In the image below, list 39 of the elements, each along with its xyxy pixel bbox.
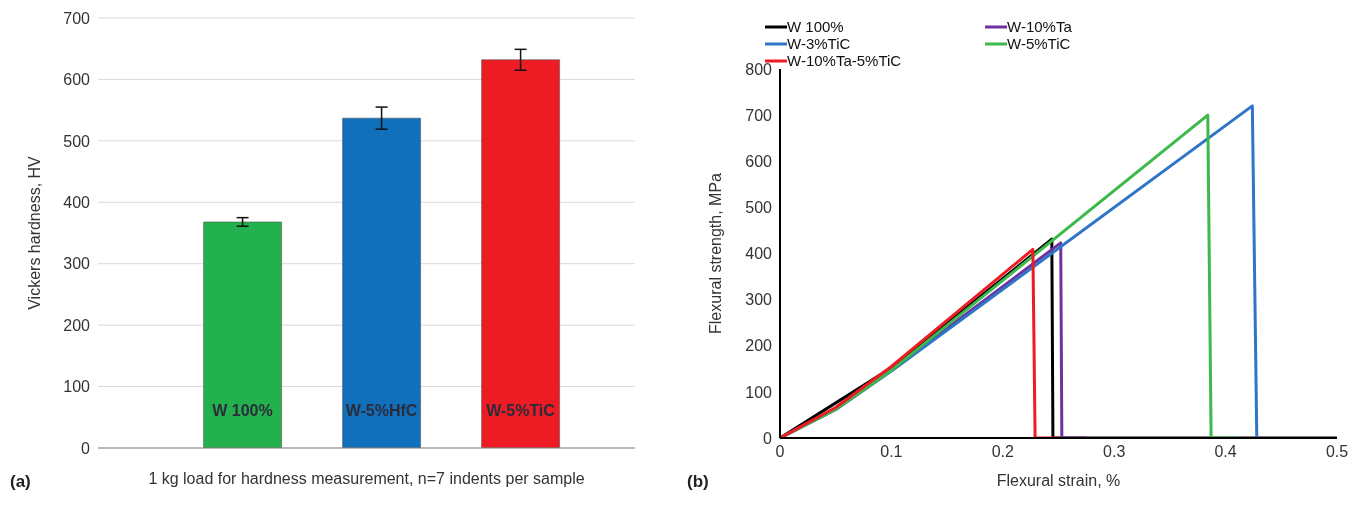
- y-tick-label: 100: [745, 383, 773, 401]
- y-tick-label: 500: [745, 199, 773, 217]
- y-tick-label: 400: [745, 245, 773, 263]
- legend-label: W-3%TiC: [787, 35, 851, 52]
- y-axis-title: Vickers hardness, HV: [25, 155, 43, 310]
- y-tick-label: 300: [63, 255, 91, 273]
- bar: [342, 117, 421, 448]
- x-tick-label: W-5%HfC: [345, 402, 418, 419]
- x-tick-label: 0.3: [1103, 443, 1126, 461]
- legend-label: W 100%: [787, 18, 844, 35]
- y-tick-label: 800: [745, 60, 773, 78]
- x-tick-label: 0.1: [880, 443, 903, 461]
- y-tick-label: 300: [745, 291, 773, 309]
- text: (a): [10, 472, 31, 492]
- x-tick-label: 0: [775, 443, 785, 461]
- legend-label: W-10%Ta-5%TiC: [787, 52, 902, 69]
- y-tick-label: 200: [745, 337, 773, 355]
- legend-label: W-5%TiC: [1007, 35, 1071, 52]
- x-axis-title: Flexural strain, %: [996, 472, 1121, 489]
- bar: [481, 59, 560, 448]
- y-tick-label: 700: [745, 106, 773, 124]
- x-tick-label: 0.2: [991, 443, 1015, 461]
- legend-label: W-10%Ta: [1007, 18, 1072, 35]
- y-tick-label: 0: [763, 429, 773, 447]
- y-tick-label: 400: [63, 193, 91, 211]
- y-tick-label: 100: [63, 378, 91, 396]
- y-tick-label: 500: [63, 132, 91, 150]
- y-tick-label: 600: [745, 152, 773, 170]
- x-tick-label: W 100%: [212, 402, 273, 419]
- text: (b): [687, 472, 709, 492]
- x-tick-label: W-5%TiC: [486, 402, 556, 419]
- bar: [203, 221, 282, 448]
- y-tick-label: 200: [63, 316, 91, 334]
- y-tick-label: 700: [63, 9, 91, 27]
- y-axis-title: Flexural strength, MPa: [706, 172, 724, 334]
- y-tick-label: 600: [63, 71, 91, 89]
- x-tick-label: 0.4: [1214, 443, 1237, 461]
- x-axis-title: 1 kg load for hardness measurement, n=7 indents per sample: [148, 470, 585, 487]
- x-tick-label: 0.5: [1325, 443, 1349, 461]
